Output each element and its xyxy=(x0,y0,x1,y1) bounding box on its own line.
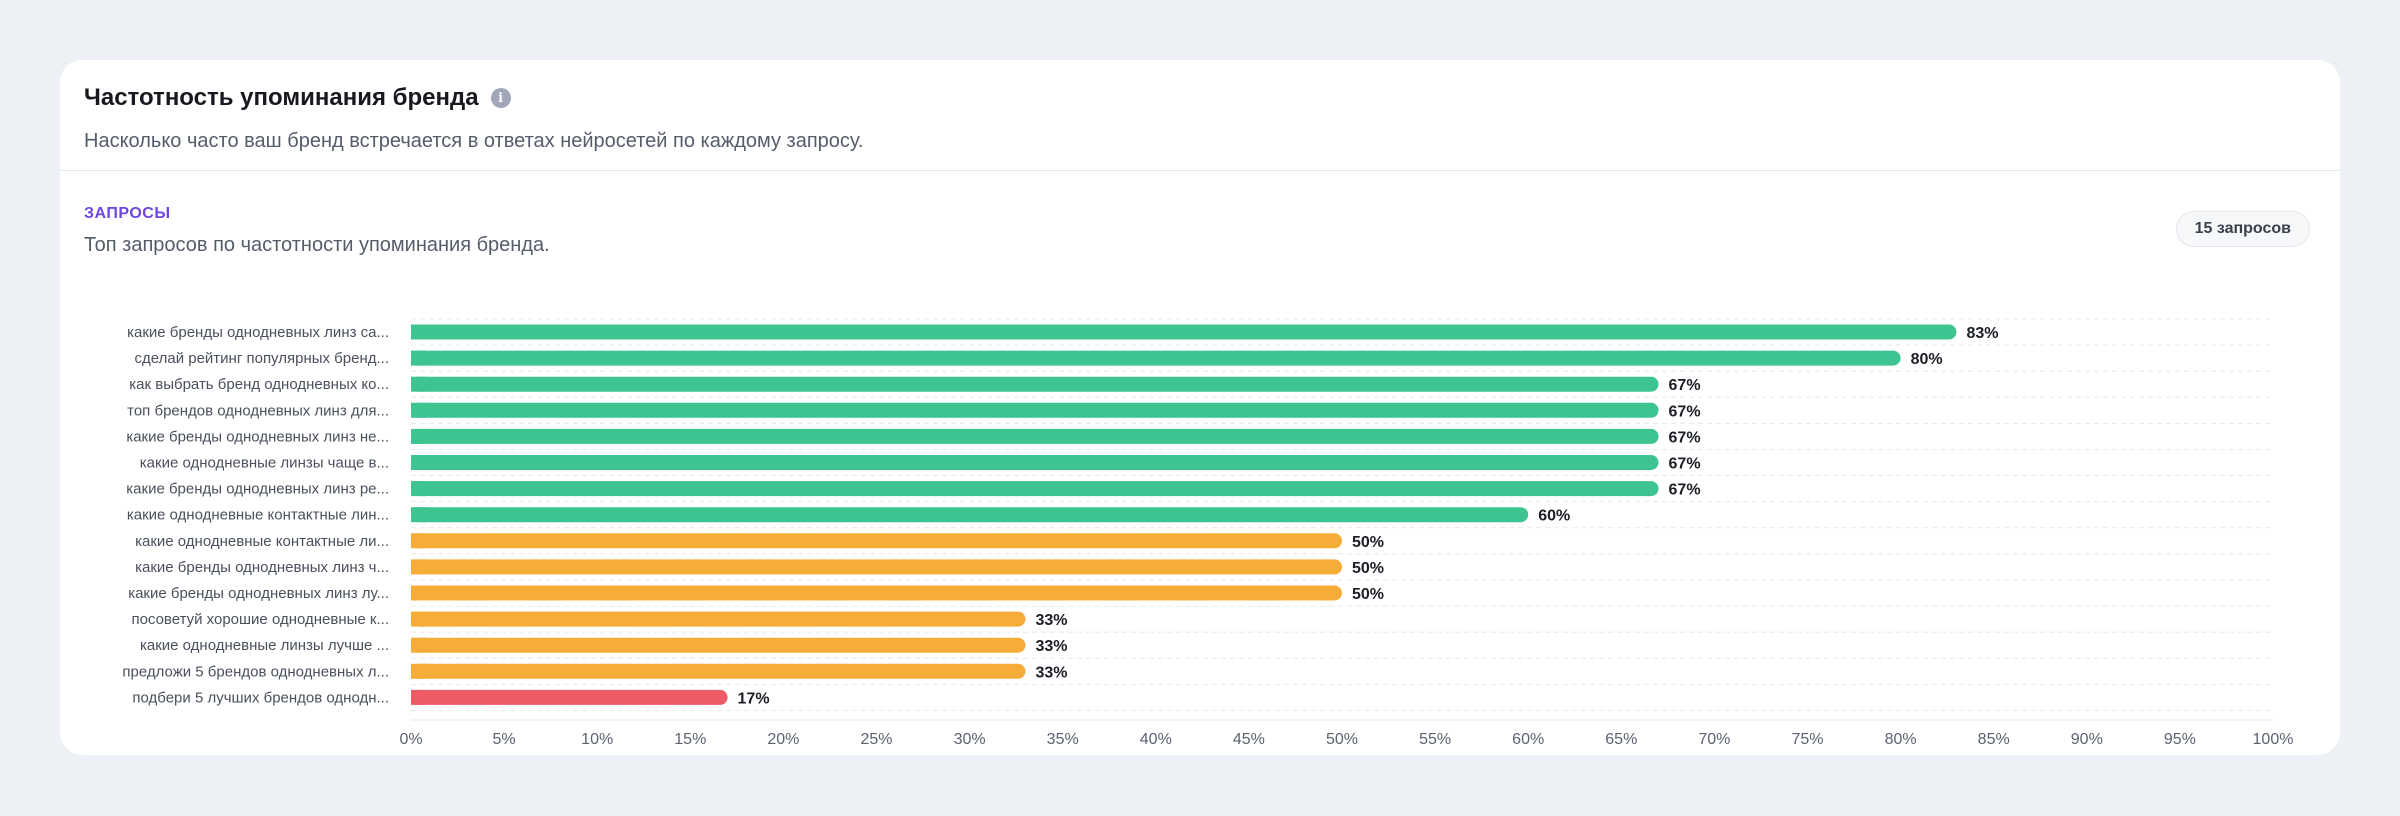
value-label: 33% xyxy=(1035,664,1067,681)
title-row: Частотность упоминания бренда i xyxy=(84,78,863,118)
bar-base xyxy=(411,507,426,523)
category-label: какие бренды однодневных линз не... xyxy=(126,428,389,445)
value-label: 50% xyxy=(1352,534,1384,551)
category-label: какие бренды однодневных линз ре... xyxy=(126,481,389,498)
x-tick-label: 25% xyxy=(860,731,892,748)
value-label: 60% xyxy=(1538,508,1570,525)
bar-base xyxy=(411,663,426,679)
bar[interactable] xyxy=(411,376,1659,392)
x-tick-label: 60% xyxy=(1512,731,1544,748)
x-tick-label: 15% xyxy=(674,731,706,748)
bar[interactable] xyxy=(411,428,1659,444)
category-label: какие бренды однодневных линз лу... xyxy=(128,585,389,602)
value-label: 67% xyxy=(1669,456,1701,473)
grid-lines xyxy=(411,318,2273,721)
value-label: 33% xyxy=(1035,612,1067,629)
bar-base xyxy=(411,481,426,497)
value-label: 33% xyxy=(1035,638,1067,655)
x-tick-label: 70% xyxy=(1698,731,1730,748)
category-label: сделай рейтинг популярных бренд... xyxy=(135,350,390,367)
bar[interactable] xyxy=(411,585,1342,601)
value-label: 50% xyxy=(1352,560,1384,577)
bars xyxy=(411,324,1957,705)
bar[interactable] xyxy=(411,559,1342,575)
x-tick-label: 55% xyxy=(1419,731,1451,748)
value-label: 67% xyxy=(1669,403,1701,420)
bar[interactable] xyxy=(411,611,1026,627)
x-tick-label: 65% xyxy=(1605,731,1637,748)
x-tick-label: 10% xyxy=(581,731,613,748)
value-label: 83% xyxy=(1966,325,1998,342)
bar[interactable] xyxy=(411,324,1957,340)
x-tick-label: 20% xyxy=(767,731,799,748)
bar[interactable] xyxy=(411,507,1529,523)
bar[interactable] xyxy=(411,533,1342,549)
bar[interactable] xyxy=(411,455,1659,470)
bar-base xyxy=(411,559,426,575)
bar-base xyxy=(411,611,426,627)
bar[interactable] xyxy=(411,350,1901,366)
category-labels: какие бренды однодневных линз са... сдела… xyxy=(122,324,389,706)
frequency-bar-chart: какие бренды однодневных линз са... сдела… xyxy=(122,318,2293,748)
category-label: какие однодневные линзы чаще в... xyxy=(140,455,389,472)
category-label: какие бренды однодневных линз са... xyxy=(127,324,389,341)
bar-base xyxy=(411,428,426,444)
category-label: предложи 5 брендов однодневных л... xyxy=(122,663,389,680)
value-label: 50% xyxy=(1352,586,1384,603)
x-axis-ticks: 0% 5% 10% 15% 20% 25% 30% 35% 40% 45% 50% 55% 60% 65%… xyxy=(399,731,2293,748)
value-label: 80% xyxy=(1911,351,1943,368)
x-tick-label: 80% xyxy=(1885,731,1917,748)
value-labels: 83% 80% 67% 67% 67% 67% 67% 60% 50% 50% 50% 33% 33% 3… xyxy=(738,325,1999,707)
bar-base xyxy=(411,376,426,392)
value-label: 67% xyxy=(1669,377,1701,394)
x-tick-label: 45% xyxy=(1233,731,1265,748)
bar-base xyxy=(411,637,426,653)
value-label: 67% xyxy=(1669,482,1701,499)
x-tick-label: 30% xyxy=(954,731,986,748)
category-label: какие бренды однодневных линз ч... xyxy=(135,559,389,576)
bar-base xyxy=(411,402,426,418)
query-count-badge: 15 запросов xyxy=(2175,211,2310,247)
bar-base xyxy=(411,533,426,549)
bar-base xyxy=(411,455,426,470)
x-tick-label: 0% xyxy=(399,731,422,748)
x-tick-label: 85% xyxy=(1978,731,2010,748)
section-label: ЗАПРОСЫ xyxy=(84,205,171,222)
card-title: Частотность упоминания бренда xyxy=(84,84,479,111)
info-icon[interactable]: i xyxy=(490,88,511,108)
category-label: какие однодневные контактные лин... xyxy=(127,507,389,524)
x-tick-label: 5% xyxy=(493,731,516,748)
category-label: подбери 5 лучших брендов однодн... xyxy=(132,689,389,706)
brand-mention-frequency-card: Частотность упоминания бренда i Наскольк… xyxy=(60,60,2340,755)
bar[interactable] xyxy=(411,689,728,705)
bar-base xyxy=(411,689,426,705)
x-tick-label: 75% xyxy=(1791,731,1823,748)
x-tick-label: 90% xyxy=(2071,731,2103,748)
section-description: Топ запросов по частотности упоминания б… xyxy=(84,234,550,256)
bar[interactable] xyxy=(411,481,1659,497)
header-divider xyxy=(60,170,2340,171)
bar[interactable] xyxy=(411,402,1659,418)
category-label: как выбрать бренд однодневных ко... xyxy=(129,376,389,393)
x-tick-label: 50% xyxy=(1326,731,1358,748)
bar-base xyxy=(411,350,426,366)
category-label: какие однодневные линзы лучше ... xyxy=(140,637,389,654)
card-header: Частотность упоминания бренда i Наскольк… xyxy=(84,78,863,153)
x-tick-label: 35% xyxy=(1047,731,1079,748)
card-subtitle: Насколько часто ваш бренд встречается в … xyxy=(84,130,864,152)
bar[interactable] xyxy=(411,663,1026,679)
x-tick-label: 100% xyxy=(2253,731,2294,748)
bar[interactable] xyxy=(411,637,1026,653)
x-tick-label: 40% xyxy=(1140,731,1172,748)
value-label: 17% xyxy=(738,690,770,707)
bar-base xyxy=(411,324,426,340)
category-label: топ брендов однодневных линз для... xyxy=(127,402,389,419)
category-label: посоветуй хорошие однодневные к... xyxy=(131,611,389,628)
value-label: 67% xyxy=(1669,429,1701,446)
category-label: какие однодневные контактные ли... xyxy=(135,533,389,550)
x-tick-label: 95% xyxy=(2164,731,2196,748)
bar-base xyxy=(411,585,426,601)
